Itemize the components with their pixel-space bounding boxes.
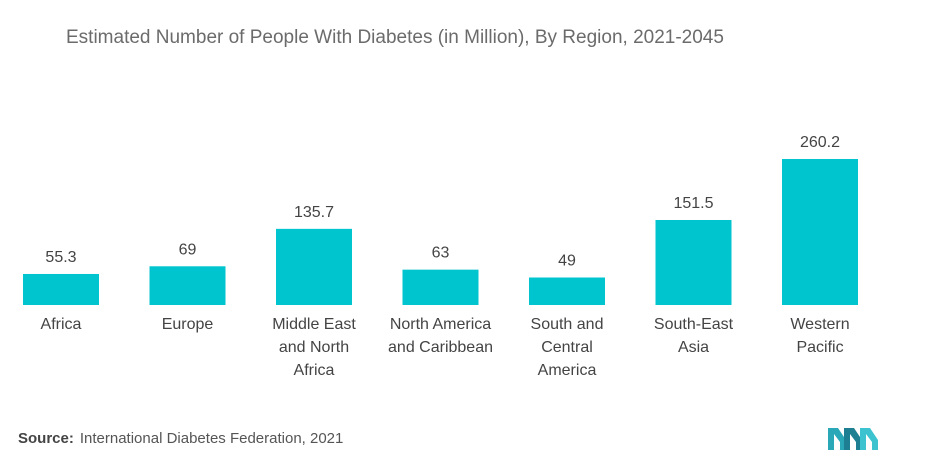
bar-3 (402, 269, 479, 305)
category-label-0-line-0: Africa (41, 316, 82, 333)
data-label-4: 49 (558, 253, 576, 270)
category-label-1-line-0: Europe (162, 316, 214, 333)
chart-title: Estimated Number of People With Diabetes… (66, 27, 724, 48)
category-label-4-line-0: South and (531, 316, 604, 333)
category-label-3-line-0: North America (390, 316, 491, 333)
mordor-intelligence-logo-icon (828, 428, 878, 450)
bar-2 (276, 228, 352, 305)
data-label-1: 69 (179, 241, 197, 258)
category-label-2-line-1: and North (279, 339, 349, 356)
bar-0 (23, 273, 99, 305)
data-label-6: 260.2 (800, 134, 840, 151)
bar-4 (529, 277, 605, 305)
bar-5 (655, 219, 732, 305)
source-text: International Diabetes Federation, 2021 (79, 430, 344, 447)
bar-chart: 55.3 Africa 69 Europe 135.7 Middle East and No… (23, 134, 858, 379)
category-label-5-line-0: South-East (654, 316, 734, 333)
category-label-6-line-1: Pacific (796, 339, 843, 356)
category-label-5-line-1: Asia (678, 339, 709, 356)
bar-6 (782, 159, 858, 305)
category-label-4-line-2: America (538, 362, 597, 379)
category-label-6-line-0: Western (790, 316, 849, 333)
category-label-3-line-1: and Caribbean (388, 339, 493, 356)
source-line: Source: International Diabetes Federation… (18, 430, 343, 447)
data-label-3: 63 (432, 245, 450, 262)
bar-1 (149, 266, 226, 305)
category-label-2-line-0: Middle East (272, 316, 356, 333)
category-label-2-line-2: Africa (294, 362, 335, 379)
data-label-0: 55.3 (45, 249, 76, 266)
data-label-2: 135.7 (294, 204, 334, 221)
source-prefix: Source: (18, 430, 74, 447)
data-label-5: 151.5 (673, 195, 713, 212)
category-label-4-line-1: Central (541, 339, 593, 356)
